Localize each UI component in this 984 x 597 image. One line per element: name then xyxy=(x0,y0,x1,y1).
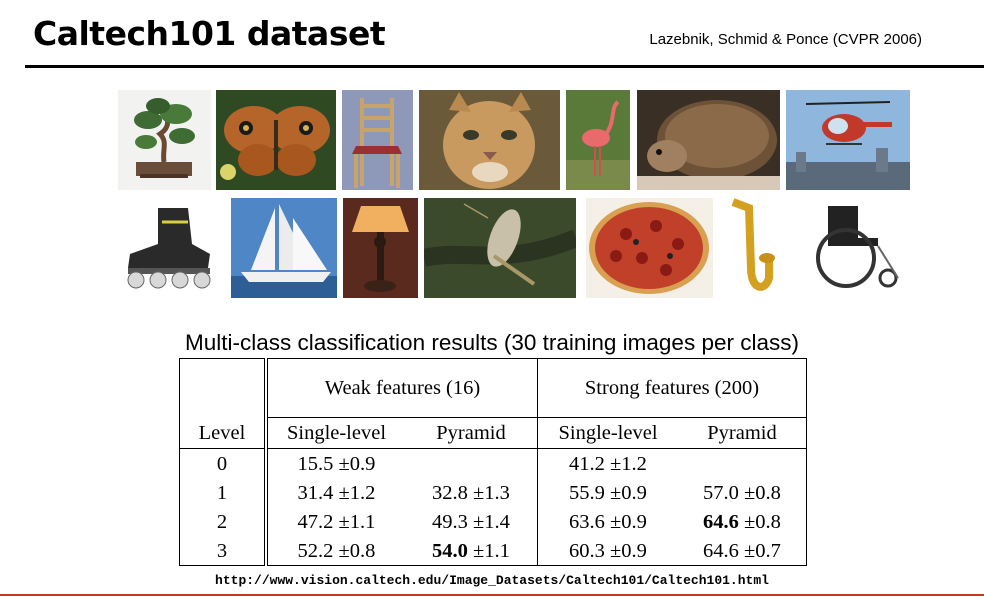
weak-single-cell: 47.2 ±1.1 xyxy=(264,507,405,536)
strong-single-cell: 41.2 ±1.2 xyxy=(537,448,678,478)
weak-pyramid-value: ±1.1 xyxy=(467,539,510,562)
strong-pyramid-value: 64.6 ±0.7 xyxy=(703,539,781,562)
weak-pyramid-cell: 32.8 ±1.3 xyxy=(405,478,538,507)
weak-single-cell: 52.2 ±0.8 xyxy=(264,536,405,566)
weak-pyramid-value: 49.3 ±1.4 xyxy=(432,510,510,533)
image-bonsai xyxy=(118,90,211,190)
citation: Lazebnik, Schmid & Ponce (CVPR 2006) xyxy=(649,31,922,48)
group-header-weak: Weak features (16) xyxy=(264,358,538,418)
table-caption: Multi-class classification results (30 t… xyxy=(185,330,799,355)
image-inline-skate xyxy=(118,198,217,290)
weak-single-cell: 15.5 ±0.9 xyxy=(264,448,405,478)
image-helicopter xyxy=(786,90,910,190)
weak-pyramid-value: 32.8 ±1.3 xyxy=(432,481,510,504)
strong-pyramid-best-value: 64.6 xyxy=(703,510,739,533)
column-header-weak-pyramid: Pyramid xyxy=(405,417,538,449)
results-table: Weak features (16) Strong features (200)… xyxy=(179,358,807,566)
image-mayfly xyxy=(424,198,576,298)
dataset-url: http://www.vision.caltech.edu/Image_Data… xyxy=(215,573,769,588)
weak-pyramid-cell xyxy=(405,449,538,479)
weak-pyramid-cell: 54.0 ±1.1 xyxy=(405,536,538,566)
strong-pyramid-cell: 64.6 ±0.7 xyxy=(678,536,807,566)
slide-title: Caltech101 dataset xyxy=(33,14,386,53)
weak-single-cell: 31.4 ±1.2 xyxy=(264,478,405,507)
image-saxophone xyxy=(719,198,781,298)
level-cell: 0 xyxy=(216,452,228,475)
image-chair xyxy=(342,90,413,190)
column-header-level: Level xyxy=(179,417,266,449)
weak-pyramid-cell: 49.3 ±1.4 xyxy=(405,507,538,536)
image-wheelchair xyxy=(788,198,910,290)
strong-pyramid-cell: 57.0 ±0.8 xyxy=(678,478,807,507)
table-row: 1 31.4 ±1.2 32.8 ±1.3 55.9 ±0.9 57.0 ±0.… xyxy=(180,478,807,507)
image-lamp xyxy=(343,198,418,298)
column-header-strong-single: Single-level xyxy=(537,417,678,449)
level-cell: 2 xyxy=(216,510,228,533)
empty-header-cell xyxy=(180,359,267,418)
weak-pyramid-best-value: 54.0 xyxy=(432,539,468,562)
column-header-strong-pyramid: Pyramid xyxy=(678,417,807,449)
column-header-weak-single: Single-level xyxy=(264,417,405,449)
image-cougar xyxy=(419,90,560,190)
image-pizza xyxy=(586,198,713,298)
strong-single-cell: 55.9 ±0.9 xyxy=(537,478,678,507)
image-sailboat xyxy=(231,198,337,298)
strong-single-cell: 63.6 ±0.9 xyxy=(537,507,678,536)
image-hedgehog xyxy=(637,90,780,190)
group-header-strong: Strong features (200) xyxy=(537,358,807,418)
strong-pyramid-cell xyxy=(678,449,807,479)
strong-pyramid-value: ±0.8 xyxy=(738,510,781,533)
image-flamingo xyxy=(566,90,630,190)
strong-pyramid-cell: 64.6 ±0.8 xyxy=(678,507,807,536)
table-row: 3 52.2 ±0.8 54.0 ±1.1 60.3 ±0.9 64.6 ±0.… xyxy=(180,536,807,566)
level-cell: 3 xyxy=(216,539,228,562)
strong-single-cell: 60.3 ±0.9 xyxy=(537,536,678,566)
image-butterfly xyxy=(216,90,336,190)
table-row: 0 15.5 ±0.9 41.2 ±1.2 xyxy=(180,448,807,479)
strong-pyramid-value: 57.0 ±0.8 xyxy=(703,481,781,504)
footer-divider xyxy=(0,594,984,596)
table-row: 2 47.2 ±1.1 49.3 ±1.4 63.6 ±0.9 64.6 ±0.… xyxy=(180,507,807,536)
level-cell: 1 xyxy=(216,481,228,504)
title-divider xyxy=(25,65,984,68)
